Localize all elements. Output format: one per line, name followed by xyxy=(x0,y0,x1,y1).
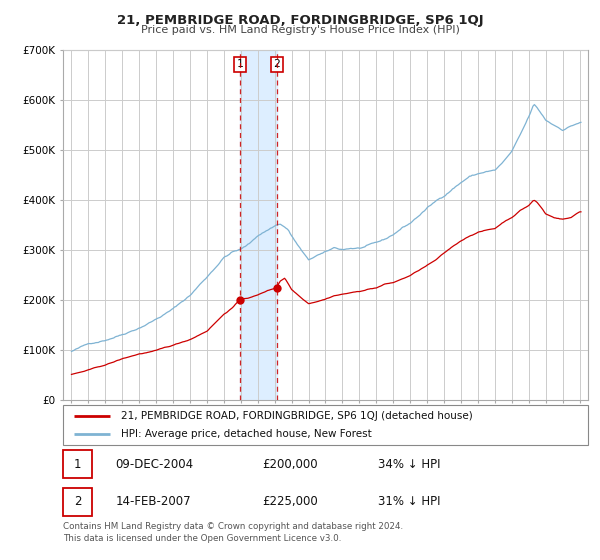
Text: £200,000: £200,000 xyxy=(263,458,318,470)
Text: £225,000: £225,000 xyxy=(263,496,318,508)
Bar xyxy=(63,488,92,516)
Text: 2: 2 xyxy=(74,496,81,508)
Text: HPI: Average price, detached house, New Forest: HPI: Average price, detached house, New … xyxy=(121,430,371,439)
Text: 14-FEB-2007: 14-FEB-2007 xyxy=(115,496,191,508)
Bar xyxy=(63,450,92,478)
Text: 31% ↓ HPI: 31% ↓ HPI xyxy=(378,496,440,508)
Text: 1: 1 xyxy=(74,458,81,470)
Text: 21, PEMBRIDGE ROAD, FORDINGBRIDGE, SP6 1QJ: 21, PEMBRIDGE ROAD, FORDINGBRIDGE, SP6 1… xyxy=(116,14,484,27)
Bar xyxy=(240,50,277,400)
Text: 34% ↓ HPI: 34% ↓ HPI xyxy=(378,458,440,470)
Text: 09-DEC-2004: 09-DEC-2004 xyxy=(115,458,194,470)
Text: Price paid vs. HM Land Registry's House Price Index (HPI): Price paid vs. HM Land Registry's House … xyxy=(140,25,460,35)
Text: 21, PEMBRIDGE ROAD, FORDINGBRIDGE, SP6 1QJ (detached house): 21, PEMBRIDGE ROAD, FORDINGBRIDGE, SP6 1… xyxy=(121,411,473,421)
Text: Contains HM Land Registry data © Crown copyright and database right 2024.
This d: Contains HM Land Registry data © Crown c… xyxy=(63,522,403,543)
Text: 2: 2 xyxy=(274,59,280,69)
Text: 1: 1 xyxy=(236,59,243,69)
